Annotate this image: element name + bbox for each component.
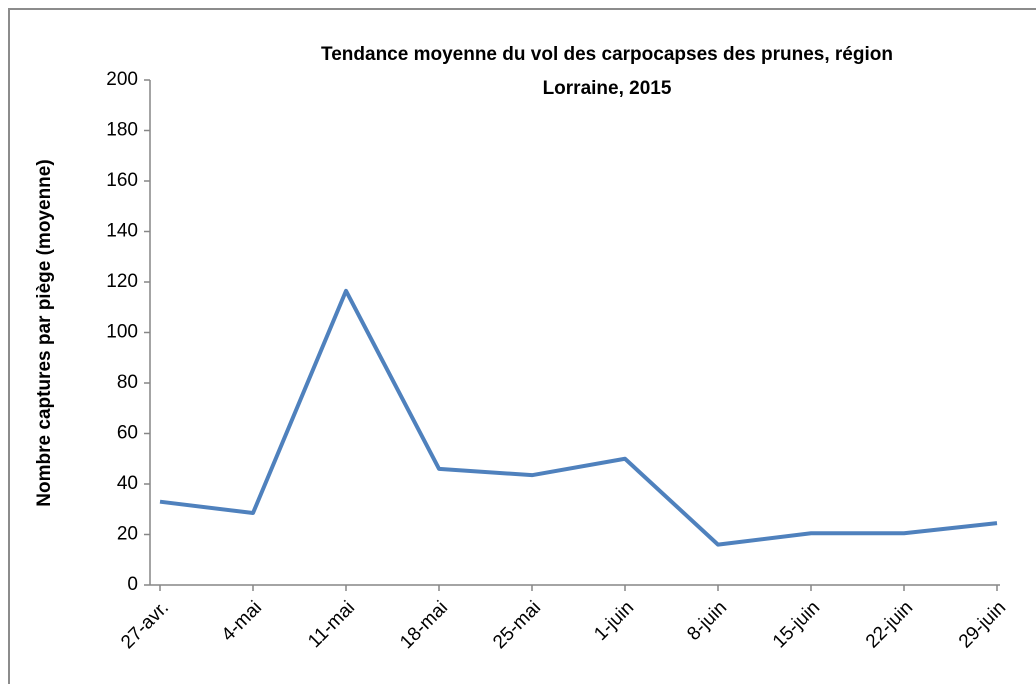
chart-title: Lorraine, 2015 [543,78,672,99]
y-tick-label: 0 [127,574,138,595]
y-tick-label: 160 [106,170,138,191]
y-tick-label: 80 [117,372,138,393]
y-tick-label: 140 [106,221,138,242]
y-tick-label: 60 [117,423,138,444]
y-tick-label: 120 [106,271,138,292]
chart-title: Tendance moyenne du vol des carpocapses … [321,44,893,65]
chart-border [8,8,1036,684]
y-axis-label: Nombre captures par piège (moyenne) [34,159,55,506]
y-tick-label: 200 [106,69,138,90]
y-tick-label: 180 [106,120,138,141]
y-tick-label: 100 [106,322,138,343]
line-series [159,288,998,547]
y-tick-label: 20 [117,524,138,545]
y-tick-label: 40 [117,473,138,494]
